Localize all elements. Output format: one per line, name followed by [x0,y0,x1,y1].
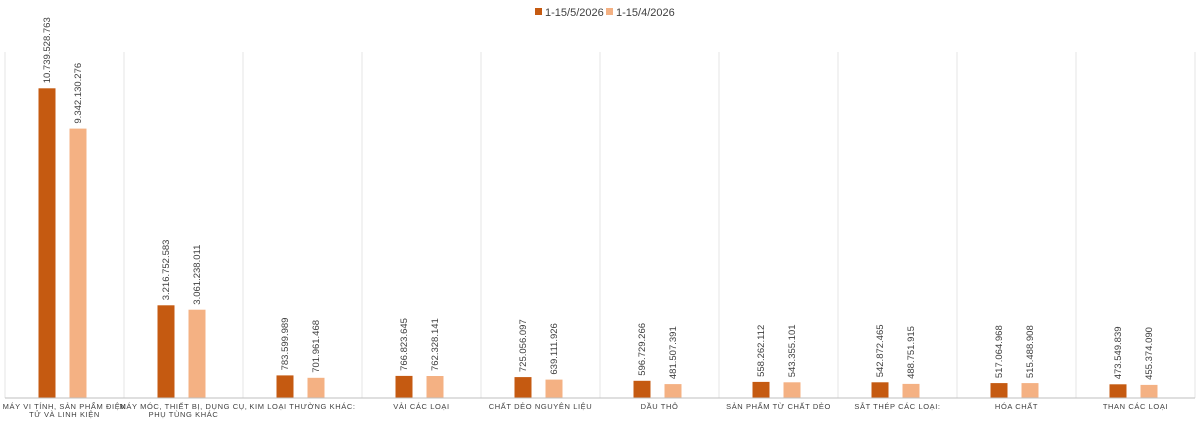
legend-label-series-1: 1-15/5/2026 [545,7,604,19]
data-label-series-2-cat-2: 3.061.238.011 [192,245,203,305]
bar-series-2-cat-10 [1140,384,1158,398]
category-label-7: SẢN PHẨM TỪ CHẤT DẺO [726,401,831,411]
data-label-series-2-cat-3: 701.961.468 [311,320,322,373]
bar-series-1-cat-1 [38,88,56,399]
bar-series-1-cat-5 [514,377,532,398]
category-label-9: HÓA CHẤT [995,401,1038,411]
category-label-8: SẮT THÉP CÁC LOẠI: [854,402,940,411]
category-label-5: CHẤT DẺO NGUYÊN LIỆU [489,401,593,411]
category-label-6: DẦU THÔ [641,401,679,411]
bar-series-1-cat-8 [871,382,889,398]
data-label-series-1-cat-2: 3.216.752.583 [161,240,172,301]
data-label-series-1-cat-6: 596.729.266 [637,323,648,376]
bar-series-2-cat-8 [902,383,920,398]
category-label-4: VẢI CÁC LOẠI [393,402,449,411]
legend-label-series-2: 1-15/4/2026 [616,7,675,19]
bar-series-2-cat-1 [69,128,87,398]
data-label-series-2-cat-4: 762.328.141 [430,318,441,371]
data-label-series-2-cat-10: 455.374.090 [1144,327,1155,380]
data-label-series-2-cat-8: 488.751.915 [906,326,917,379]
data-label-series-1-cat-9: 517.064.968 [994,325,1005,378]
bar-series-1-cat-9 [990,383,1008,398]
data-label-series-1-cat-1: 10.739.528.763 [42,17,53,83]
data-label-series-1-cat-3: 783.599.989 [280,318,291,371]
bar-series-1-cat-2 [157,305,175,398]
chart-legend: 1-15/5/2026 1-15/4/2026 [535,7,675,19]
data-label-series-2-cat-9: 515.488.908 [1025,325,1036,378]
data-label-series-1-cat-4: 766.823.645 [399,318,410,371]
bar-series-2-cat-4 [426,376,444,398]
bar-series-1-cat-10 [1109,384,1127,398]
category-label-2: MÁY MÓC, THIẾT BỊ, DỤNG CỤ, [120,401,248,411]
bar-series-2-cat-7 [783,382,801,398]
legend-swatch-series-1 [535,8,542,15]
data-label-series-2-cat-5: 639.111.926 [549,323,560,374]
bar-series-2-cat-6 [664,384,682,398]
data-label-series-2-cat-1: 9.342.130.276 [73,63,84,124]
data-label-series-1-cat-5: 725.056.097 [518,319,529,372]
data-label-series-2-cat-6: 481.507.391 [668,326,679,379]
bar-series-2-cat-5 [545,379,563,398]
bar-series-1-cat-6 [633,380,651,398]
chart-data-labels: 10.739.528.763 9.342.130.276 3.216.752.583… [42,17,1155,380]
category-label-10: THAN CÁC LOẠI [1103,402,1168,411]
category-label-2: PHỤ TÙNG KHÁC [149,410,219,419]
category-gridlines [4,52,1196,398]
bar-series-2-cat-9 [1021,383,1039,398]
category-label-1: MÁY VI TÍNH, SẢN PHẨM ĐIỆN [3,402,127,411]
bar-series-1-cat-4 [395,375,413,398]
bar-series-1-cat-3 [276,375,294,398]
data-label-series-1-cat-8: 542.872.465 [875,324,886,377]
category-label-3: KIM LOẠI THƯỜNG KHÁC: [249,402,355,411]
data-label-series-1-cat-10: 473.549.839 [1113,326,1124,379]
data-label-series-1-cat-7: 558.262.112 [756,325,767,377]
bar-series-1-cat-7 [752,381,770,398]
chart-bars [38,88,1158,399]
bar-series-2-cat-3 [307,377,325,398]
bar-series-2-cat-2 [188,309,206,398]
data-label-series-2-cat-7: 543.355.101 [787,324,798,377]
category-label-1: TỬ VÀ LINH KIỆN [29,410,100,419]
legend-swatch-series-2 [606,8,613,15]
